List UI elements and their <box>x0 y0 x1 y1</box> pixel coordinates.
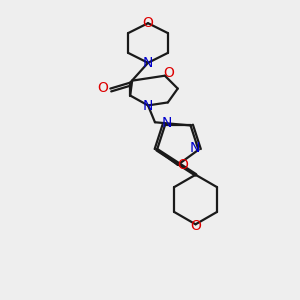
Text: O: O <box>97 81 108 94</box>
Text: O: O <box>177 158 188 172</box>
Text: N: N <box>143 56 153 70</box>
Text: O: O <box>190 219 201 233</box>
Text: N: N <box>189 141 200 155</box>
Text: N: N <box>143 99 153 113</box>
Text: N: N <box>162 116 172 130</box>
Text: O: O <box>164 66 174 80</box>
Text: O: O <box>142 16 154 30</box>
